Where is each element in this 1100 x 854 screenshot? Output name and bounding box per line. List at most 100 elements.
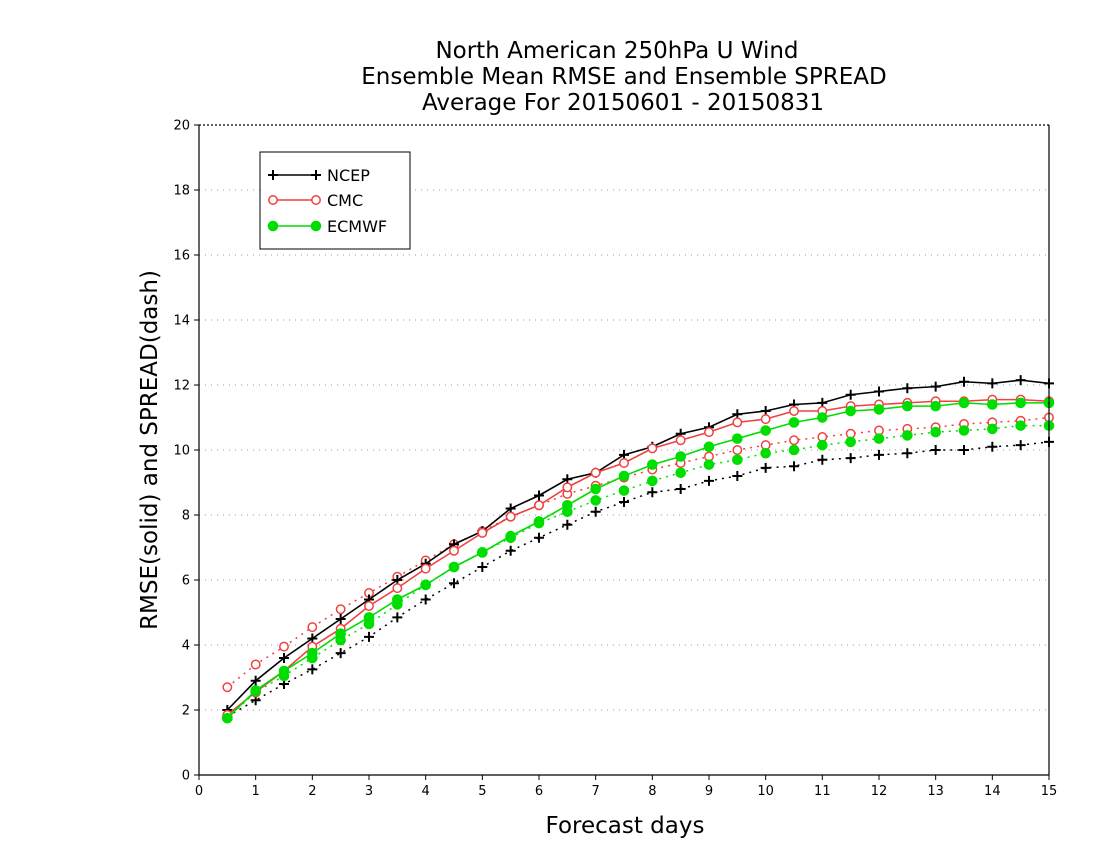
point-ecmwf-rmse-9: [477, 547, 488, 558]
series-line-ncep-spread: [226, 441, 1050, 718]
point-ncep-rmse-28: [1015, 375, 1026, 386]
point-cmc-rmse-18: [732, 417, 743, 428]
point-cmc-rmse-6: [392, 583, 403, 594]
point-ecmwf-rmse-0: [222, 712, 233, 724]
x-tick-label-5: 5: [478, 784, 486, 799]
legend-marker-ncep-left: [268, 170, 278, 180]
point-cmc-spread-2: [279, 641, 289, 652]
point-ecmwf-spread-26: [958, 425, 970, 436]
chart-title-line-2: Ensemble Mean RMSE and Ensemble SPREAD: [361, 64, 886, 90]
point-cmc-spread-0: [222, 682, 233, 693]
y-tick-label-14: 14: [173, 314, 190, 329]
point-ncep-spread-8: [449, 578, 459, 589]
point-ncep-rmse-25: [930, 381, 941, 392]
point-ncep-rmse-4: [335, 614, 346, 624]
point-ecmwf-spread-13: [590, 495, 601, 506]
point-ecmwf-spread-24: [902, 430, 913, 441]
y-tick-label-6: 6: [182, 574, 190, 589]
point-ncep-spread-9: [477, 562, 488, 572]
point-cmc-rmse-7: [420, 563, 431, 574]
x-axis-label: Forecast days: [546, 813, 705, 839]
point-ecmwf-rmse-17: [703, 441, 715, 453]
point-ncep-rmse-1: [250, 675, 261, 686]
point-ecmwf-rmse-16: [675, 451, 686, 462]
point-cmc-rmse-15: [647, 443, 658, 454]
x-tick-label-0: 0: [195, 784, 203, 799]
point-cmc-rmse-13: [590, 467, 601, 478]
point-ncep-spread-13: [590, 506, 601, 517]
series-line-cmc-rmse: [226, 398, 1050, 716]
x-tick-label-4: 4: [422, 784, 430, 799]
legend-label-ncep: NCEP: [327, 166, 370, 185]
point-ncep-rmse-26: [959, 376, 969, 387]
point-ecmwf-rmse-6: [392, 594, 403, 605]
legend-marker-cmc-left: [268, 195, 278, 205]
point-ncep-spread-16: [675, 484, 686, 494]
point-cmc-spread-4: [335, 604, 346, 615]
point-ncep-spread-27: [987, 441, 998, 452]
y-tick-label-8: 8: [182, 509, 190, 524]
point-ncep-spread-10: [505, 545, 516, 556]
y-tick-label-4: 4: [182, 639, 190, 654]
point-ncep-spread-15: [647, 487, 658, 498]
point-ecmwf-spread-18: [732, 454, 743, 466]
x-tick-label-14: 14: [984, 784, 1001, 799]
x-tick-label-2: 2: [308, 784, 316, 799]
point-cmc-rmse-14: [619, 458, 629, 468]
point-ncep-spread-6: [392, 612, 403, 623]
point-ecmwf-spread-21: [817, 439, 828, 451]
point-cmc-rmse-11: [534, 500, 544, 511]
point-ncep-rmse-22: [845, 389, 856, 400]
legend-label-cmc: CMC: [327, 191, 363, 210]
point-ncep-spread-23: [874, 449, 884, 460]
point-ecmwf-rmse-13: [590, 483, 601, 495]
point-ncep-rmse-24: [902, 383, 913, 394]
point-ecmwf-rmse-1: [250, 685, 261, 696]
point-ecmwf-rmse-14: [618, 470, 630, 482]
chart-title-line-1: North American 250hPa U Wind: [435, 38, 798, 64]
series-line-ncep-rmse: [226, 379, 1050, 711]
point-cmc-rmse-12: [562, 482, 573, 493]
point-ncep-spread-28: [1015, 440, 1026, 451]
point-ncep-spread-11: [534, 532, 544, 543]
y-tick-label-20: 20: [173, 119, 190, 134]
point-cmc-rmse-5: [364, 601, 374, 611]
y-tick-label-16: 16: [173, 249, 190, 264]
point-ncep-spread-7: [420, 594, 431, 605]
point-cmc-spread-3: [307, 622, 318, 633]
x-tick-label-13: 13: [927, 784, 944, 799]
x-tick-label-7: 7: [592, 784, 600, 799]
x-tick-label-15: 15: [1041, 784, 1058, 799]
point-ecmwf-spread-14: [618, 485, 630, 496]
legend-marker-ecmwf-right: [310, 220, 322, 232]
point-cmc-spread-18: [732, 445, 743, 455]
x-tick-label-9: 9: [705, 784, 713, 799]
point-ecmwf-spread-28: [1015, 420, 1026, 431]
chart-title-line-3: Average For 20150601 - 20150831: [422, 90, 824, 116]
point-ecmwf-rmse-2: [278, 665, 290, 677]
point-ecmwf-spread-25: [930, 426, 941, 438]
y-tick-label-2: 2: [182, 704, 190, 719]
point-ncep-spread-24: [902, 448, 913, 459]
legend: NCEP CMC ECMWF: [259, 151, 411, 250]
point-ncep-rmse-11: [534, 490, 544, 501]
legend-marker-cmc-right: [311, 195, 321, 205]
point-ecmwf-spread-19: [760, 447, 771, 459]
point-ecmwf-rmse-23: [873, 404, 885, 415]
point-ecmwf-rmse-18: [732, 433, 743, 444]
point-cmc-rmse-19: [760, 414, 771, 425]
point-cmc-spread-1: [250, 659, 261, 670]
point-ncep-spread-3: [307, 664, 318, 675]
point-cmc-rmse-20: [789, 406, 799, 416]
point-ecmwf-spread-16: [675, 467, 686, 479]
point-ecmwf-spread-22: [845, 436, 856, 448]
point-cmc-rmse-17: [704, 427, 714, 438]
point-ecmwf-spread-23: [873, 433, 885, 444]
point-ecmwf-rmse-20: [788, 417, 800, 428]
point-ecmwf-rmse-25: [930, 400, 941, 412]
point-ncep-spread-4: [335, 648, 346, 659]
point-ecmwf-rmse-4: [335, 628, 346, 639]
point-ecmwf-spread-17: [703, 459, 715, 470]
